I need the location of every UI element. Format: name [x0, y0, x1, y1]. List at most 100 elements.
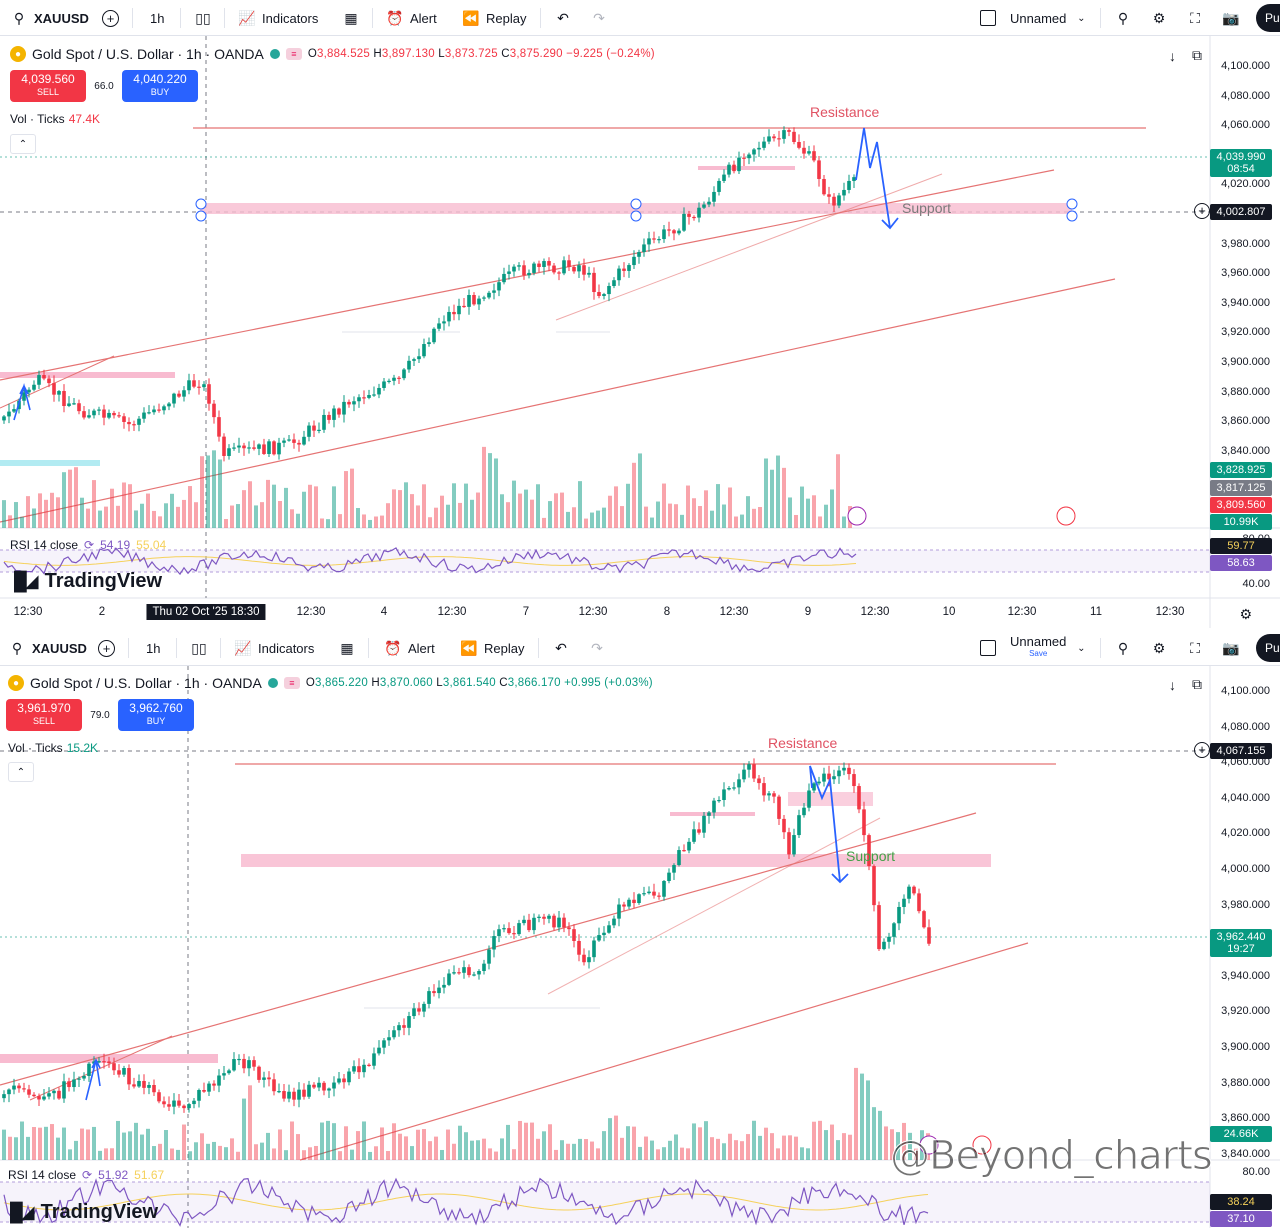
- volume-bar: [362, 514, 366, 528]
- volume-bar: [206, 455, 210, 528]
- fullscreen-icon: ⛶: [1190, 639, 1200, 656]
- market-open-icon: [269, 49, 280, 59]
- layout-button[interactable]: Unnamed ⌄: [980, 0, 1090, 36]
- collapse-legend-button[interactable]: ⌃: [10, 134, 36, 154]
- candle-body: [267, 441, 271, 454]
- candle-body: [557, 917, 561, 928]
- restore-icon[interactable]: ⧉: [1192, 47, 1202, 63]
- volume-tag: 24.66K: [1210, 1126, 1272, 1142]
- candle-body: [522, 265, 526, 276]
- volume-bar: [320, 1122, 324, 1160]
- interval-button[interactable]: 1h: [150, 10, 165, 26]
- compare-button[interactable]: +: [102, 0, 119, 36]
- volume-bar: [794, 514, 798, 528]
- interval-button[interactable]: 1h: [146, 640, 161, 656]
- volume-bar: [416, 505, 420, 528]
- volume-bar: [356, 508, 360, 528]
- snapshot-button[interactable]: 📷: [1222, 630, 1240, 666]
- candle-body: [317, 429, 321, 432]
- symbol-search[interactable]: ⚲ XAUUSD: [10, 0, 89, 36]
- chart-canvas-bottom[interactable]: [0, 630, 1280, 1228]
- candle-body: [512, 933, 516, 935]
- volume-bar: [692, 1123, 696, 1160]
- quick-search-button[interactable]: ⚲: [1114, 630, 1132, 666]
- candle-body: [52, 1090, 56, 1094]
- replay-button[interactable]: ⏪ Replay: [460, 639, 525, 656]
- volume-legend: Vol · Ticks 15.2K: [8, 741, 99, 755]
- chart-canvas-top[interactable]: [0, 0, 1280, 628]
- candle-body: [327, 1088, 331, 1091]
- candle-body: [622, 904, 626, 907]
- volume-value: 15.2K: [66, 741, 99, 755]
- candle-body: [197, 386, 201, 388]
- volume-bar: [176, 506, 180, 528]
- buy-button[interactable]: 3,962.760 BUY: [118, 699, 194, 731]
- alert-button[interactable]: ⏰ Alert: [386, 9, 437, 26]
- collapse-legend-button[interactable]: ⌃: [8, 762, 34, 782]
- settings-button[interactable]: ⚙: [1150, 0, 1168, 36]
- publish-button[interactable]: Pu: [1256, 634, 1280, 662]
- chart-type-button[interactable]: ▯▯: [194, 0, 212, 36]
- candle-body: [737, 157, 741, 172]
- add-alert-icon[interactable]: +: [1194, 203, 1210, 219]
- time-axis-label: 12:30: [437, 606, 467, 618]
- templates-button[interactable]: ▦: [342, 0, 360, 36]
- candle-body: [92, 410, 96, 416]
- undo-button[interactable]: ↶: [554, 0, 572, 36]
- restore-icon[interactable]: ⧉: [1192, 676, 1202, 692]
- candle-body: [907, 886, 911, 899]
- sell-button[interactable]: 3,961.970 SELL: [6, 699, 82, 731]
- replay-button[interactable]: ⏪ Replay: [462, 9, 527, 26]
- save-label[interactable]: Save: [1029, 649, 1048, 658]
- rsi-axis-40: 40.00: [1242, 578, 1270, 590]
- undo-button[interactable]: ↶: [552, 630, 570, 666]
- alert-button[interactable]: ⏰ Alert: [384, 639, 435, 656]
- snapshot-button[interactable]: 📷: [1222, 0, 1240, 36]
- volume-bar: [212, 1141, 216, 1160]
- compare-button[interactable]: +: [98, 630, 115, 666]
- candle-body: [172, 1100, 176, 1107]
- symbol-search[interactable]: ⚲ XAUUSD: [8, 630, 87, 666]
- candle-body: [862, 809, 866, 836]
- candle-body: [62, 1081, 66, 1099]
- scroll-down-icon[interactable]: ↓: [1169, 48, 1176, 64]
- sell-button[interactable]: 4,039.560 SELL: [10, 70, 86, 102]
- candle-body: [627, 899, 631, 907]
- plus-circle-icon: +: [102, 9, 119, 27]
- settings-button[interactable]: ⚙: [1150, 630, 1168, 666]
- candle-body: [697, 829, 701, 833]
- add-alert-icon[interactable]: +: [1194, 742, 1210, 758]
- candle-body: [727, 164, 731, 175]
- volume-bar: [644, 1136, 648, 1160]
- indicators-button[interactable]: 📈 Indicators: [234, 639, 315, 656]
- candle-body: [27, 389, 31, 393]
- scroll-down-icon[interactable]: ↓: [1169, 677, 1176, 693]
- candle-body: [152, 1085, 156, 1093]
- candle-body: [367, 1064, 371, 1066]
- volume-bar: [716, 484, 720, 528]
- chart-type-button[interactable]: ▯▯: [190, 630, 208, 666]
- fullscreen-button[interactable]: ⛶: [1186, 0, 1204, 36]
- quick-search-button[interactable]: ⚲: [1114, 0, 1132, 36]
- indicators-button[interactable]: 📈 Indicators: [238, 9, 319, 26]
- volume-bar: [578, 481, 582, 528]
- axis-settings-icon[interactable]: ⚙: [1239, 606, 1252, 622]
- volume-bar: [680, 1147, 684, 1160]
- volume-bar: [20, 1121, 24, 1160]
- candle-body: [572, 267, 576, 272]
- publish-button[interactable]: Pu: [1256, 4, 1280, 32]
- redo-button[interactable]: ↷: [590, 0, 608, 36]
- redo-button[interactable]: ↷: [588, 630, 606, 666]
- templates-button[interactable]: ▦: [338, 630, 356, 666]
- price-axis-label: 3,880.000: [1221, 385, 1270, 398]
- candle-body: [427, 991, 431, 1004]
- time-axis-top[interactable]: 12:30 2 Thu 02 Oct '25 18:30 12:30 4 12:30 7 12…: [0, 602, 1210, 626]
- buy-button[interactable]: 4,040.220 BUY: [122, 70, 198, 102]
- layout-button[interactable]: Unnamed Save ⌄: [980, 630, 1090, 666]
- rsi-signal-line: [3, 1193, 929, 1211]
- candle-body: [857, 786, 861, 810]
- fullscreen-button[interactable]: ⛶: [1186, 630, 1204, 666]
- candle-body: [187, 380, 191, 391]
- candle-body: [302, 436, 306, 445]
- volume-bar: [338, 1151, 342, 1160]
